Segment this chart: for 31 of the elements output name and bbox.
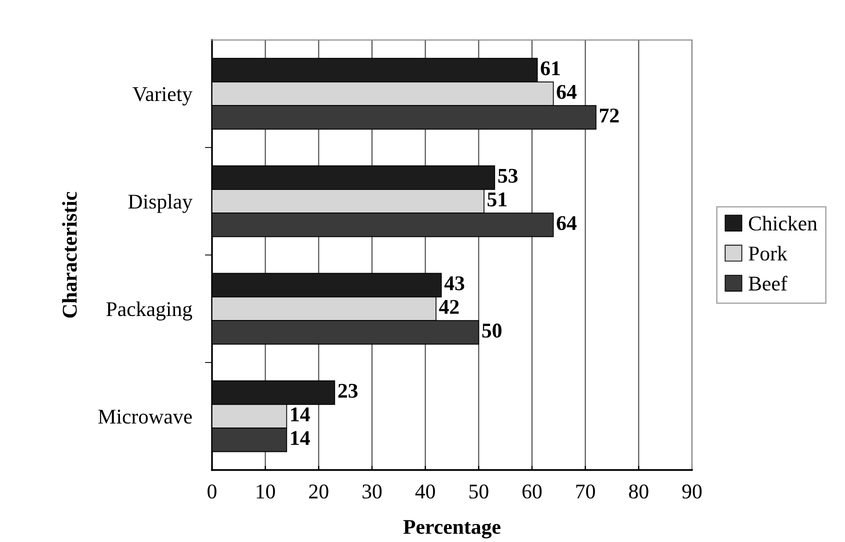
data-label: 61: [540, 61, 560, 76]
x-tick-label: 0: [208, 484, 216, 499]
data-label: 50: [482, 324, 502, 338]
y-axis-title: Characteristic: [62, 192, 77, 318]
x-tick-label: 90: [682, 484, 702, 499]
y-tick-label: Packaging: [106, 302, 192, 320]
data-label: 64: [556, 84, 577, 99]
y-tick-label: Variety: [132, 87, 192, 106]
x-tick-label: 20: [309, 484, 328, 499]
data-label: 43: [444, 276, 464, 290]
legend-label: Chicken: [748, 216, 818, 231]
x-tick-label: 40: [415, 484, 435, 499]
x-tick-label: 70: [576, 484, 595, 499]
x-tick-label: 10: [256, 484, 275, 499]
y-tick-label: Display: [128, 194, 192, 213]
x-tick-label: 60: [522, 484, 542, 499]
data-label: 14: [291, 408, 310, 422]
data-label: 64: [556, 216, 577, 230]
legend-label: Beef: [748, 276, 788, 291]
y-tick-label: Microwave: [98, 410, 192, 424]
data-label: 53: [498, 168, 518, 183]
legend-label: Pork: [748, 246, 788, 261]
data-label: 14: [291, 431, 310, 445]
data-label: 42: [439, 300, 459, 314]
data-label: 72: [600, 108, 619, 122]
x-axis-title: Percentage: [403, 520, 500, 538]
x-tick-label: 80: [629, 484, 648, 499]
x-tick-label: 50: [469, 484, 488, 499]
data-label: 51: [488, 192, 507, 206]
x-tick-label: 30: [362, 484, 382, 499]
data-label: 23: [338, 384, 358, 398]
